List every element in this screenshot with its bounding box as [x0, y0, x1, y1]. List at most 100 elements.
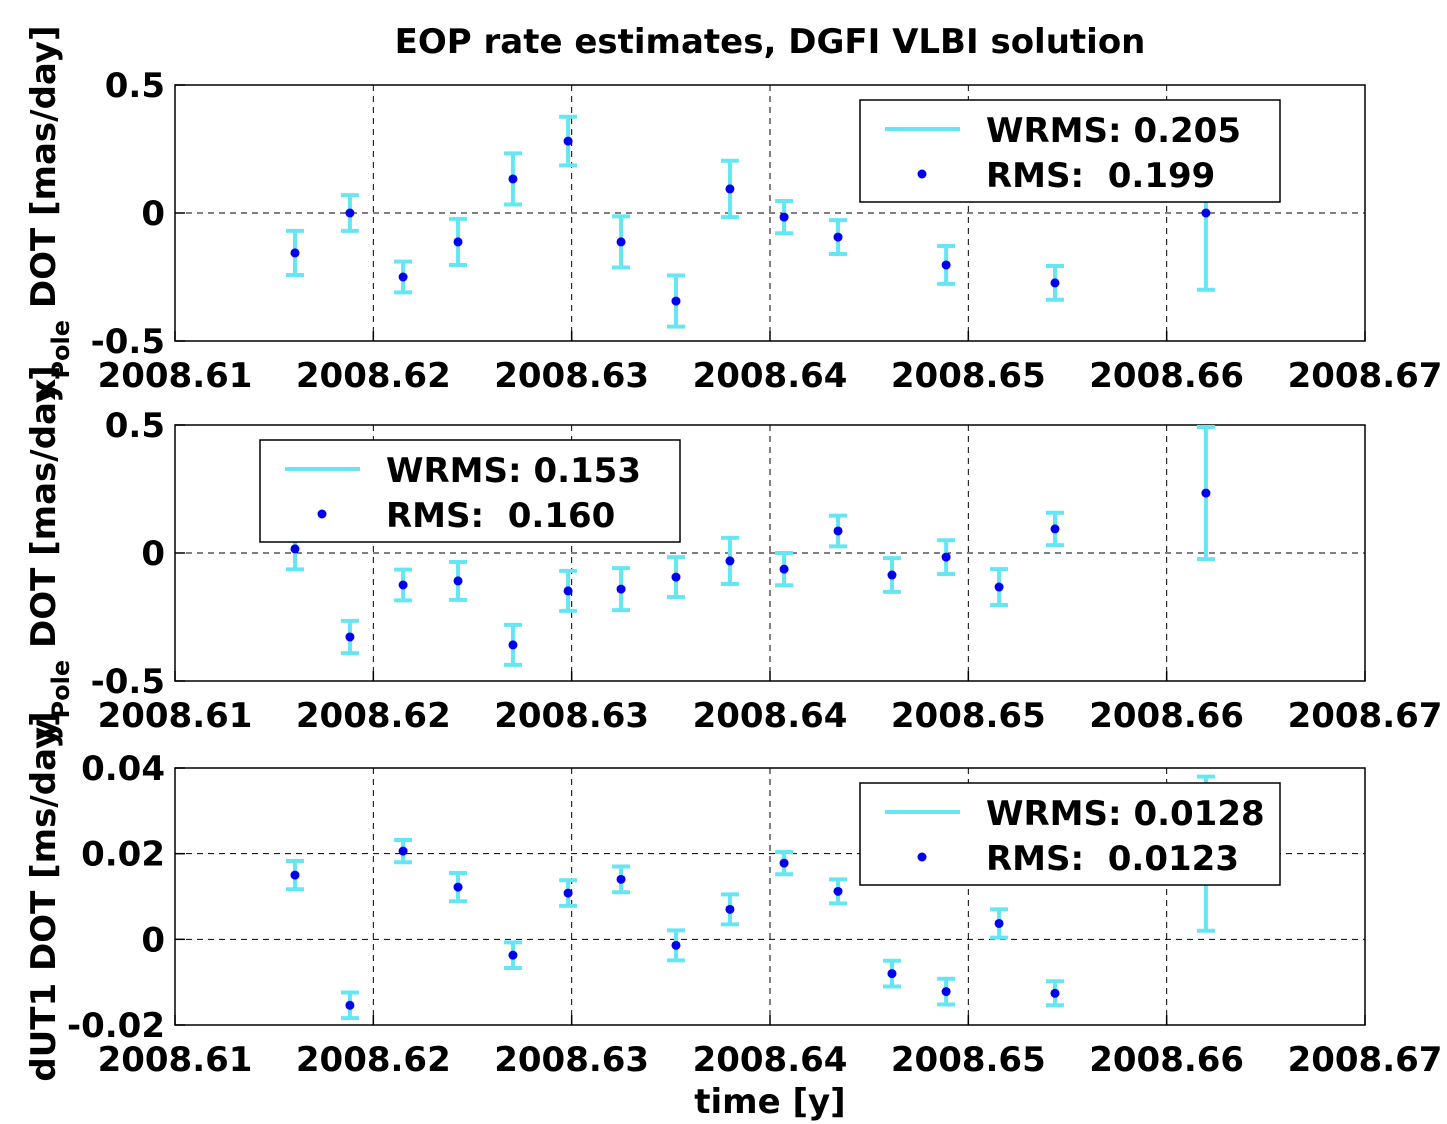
x-tick-label: 2008.66 — [1089, 1040, 1244, 1080]
data-point — [508, 950, 518, 960]
data-point — [779, 564, 789, 574]
data-point — [833, 886, 843, 896]
data-point — [563, 136, 573, 146]
x-tick-label: 2008.63 — [494, 1040, 649, 1080]
legend-label: WRMS: 0.0128 — [986, 794, 1265, 834]
y-axis-label: yPole DOT [mas/day] — [24, 365, 75, 740]
x-axis-label: time [y] — [694, 1082, 845, 1122]
x-tick-label: 2008.67 — [1288, 696, 1443, 736]
data-point — [563, 888, 573, 898]
legend-swatch — [917, 169, 927, 179]
data-point — [508, 640, 518, 650]
x-tick-label: 2008.61 — [98, 356, 253, 396]
x-tick-label: 2008.61 — [98, 696, 253, 736]
x-tick-label: 2008.61 — [98, 1040, 253, 1080]
data-point — [725, 904, 735, 914]
x-tick-label: 2008.65 — [891, 356, 1046, 396]
data-point — [1201, 208, 1211, 218]
x-tick-label: 2008.64 — [693, 1040, 848, 1080]
y-axis-label-part: Pole — [47, 660, 75, 719]
x-tick-label: 2008.62 — [296, 1040, 451, 1080]
data-point — [616, 874, 626, 884]
y-tick-label: -0.5 — [91, 322, 165, 362]
y-tick-label: 0 — [141, 534, 165, 574]
data-point — [725, 184, 735, 194]
data-point — [508, 174, 518, 184]
y-tick-label: 0 — [141, 920, 165, 960]
data-point — [1201, 488, 1211, 498]
x-tick-label: 2008.63 — [494, 356, 649, 396]
axes-frame — [174, 767, 1366, 1026]
axes-frame — [174, 424, 1366, 682]
legend-box — [859, 99, 1281, 203]
data-point — [779, 858, 789, 868]
data-point — [290, 544, 300, 554]
data-point — [941, 260, 951, 270]
y-tick-label: -0.02 — [67, 1006, 165, 1046]
x-tick-label: 2008.66 — [1089, 356, 1244, 396]
x-tick-label: 2008.67 — [1288, 1040, 1443, 1080]
data-point — [725, 556, 735, 566]
data-point — [1050, 988, 1060, 998]
data-point — [833, 526, 843, 536]
y-axis-label-part: y — [24, 718, 64, 740]
data-point — [941, 987, 951, 997]
x-tick-label: 2008.65 — [891, 1040, 1046, 1080]
legend: WRMS: 0.0128 RMS: 0.0123 — [859, 782, 1281, 886]
data-point — [994, 582, 1004, 592]
y-tick-label: -0.5 — [91, 662, 165, 702]
data-point — [887, 969, 897, 979]
data-point — [671, 296, 681, 306]
legend-box — [259, 439, 681, 543]
x-tick-label: 2008.62 — [296, 356, 451, 396]
y-axis-label: dUT1 DOT [ms/day] — [24, 711, 64, 1081]
data-point — [290, 248, 300, 258]
data-point — [1050, 278, 1060, 288]
x-tick-label: 2008.62 — [296, 696, 451, 736]
data-point — [671, 572, 681, 582]
data-point — [887, 570, 897, 580]
data-point — [1050, 524, 1060, 534]
y-tick-label: 0.02 — [81, 835, 165, 875]
legend: WRMS: 0.153 RMS: 0.160 — [259, 439, 681, 543]
data-point — [616, 237, 626, 247]
axes-frame — [174, 84, 1366, 342]
data-point — [453, 882, 463, 892]
legend-label: WRMS: 0.205 — [986, 111, 1241, 151]
data-point — [398, 272, 408, 282]
data-point — [994, 918, 1004, 928]
y-tick-label: 0.5 — [105, 406, 165, 446]
legend-label: RMS: 0.160 — [386, 496, 615, 536]
legend-swatch — [317, 509, 327, 519]
legend: WRMS: 0.205 RMS: 0.199 — [859, 99, 1281, 203]
x-tick-label: 2008.63 — [494, 696, 649, 736]
x-tick-label: 2008.66 — [1089, 696, 1244, 736]
y-axis-label-part: dUT1 DOT [ms/day] — [24, 711, 64, 1081]
legend-box — [859, 782, 1281, 886]
y-tick-label: 0 — [141, 194, 165, 234]
data-point — [779, 212, 789, 222]
legend-label: RMS: 0.0123 — [986, 839, 1239, 879]
x-tick-label: 2008.65 — [891, 696, 1046, 736]
data-point — [563, 586, 573, 596]
data-point — [671, 940, 681, 950]
y-axis-label-part: DOT [mas/day] — [24, 25, 64, 320]
data-point — [616, 584, 626, 594]
legend-swatch — [917, 852, 927, 862]
data-point — [290, 870, 300, 880]
y-axis-label-part: Pole — [47, 320, 75, 379]
data-point — [345, 632, 355, 642]
data-point — [941, 552, 951, 562]
data-point — [453, 576, 463, 586]
legend-label: RMS: 0.199 — [986, 156, 1215, 196]
data-point — [833, 232, 843, 242]
data-point — [345, 1000, 355, 1010]
chart-title: EOP rate estimates, DGFI VLBI solution — [395, 22, 1146, 62]
data-point — [453, 237, 463, 247]
data-point — [398, 580, 408, 590]
y-axis-label: xPole DOT [mas/day] — [24, 25, 75, 400]
x-tick-label: 2008.64 — [693, 696, 848, 736]
y-tick-label: 0.04 — [81, 749, 165, 789]
x-tick-label: 2008.67 — [1288, 356, 1443, 396]
